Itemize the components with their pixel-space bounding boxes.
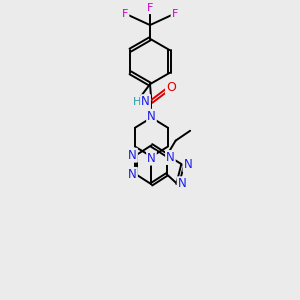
Text: N: N bbox=[128, 149, 137, 162]
Text: N: N bbox=[166, 151, 175, 164]
Text: N: N bbox=[147, 152, 156, 165]
Text: N: N bbox=[128, 168, 137, 181]
Text: F: F bbox=[172, 9, 178, 19]
Text: N: N bbox=[141, 95, 150, 108]
Text: F: F bbox=[122, 9, 128, 19]
Text: O: O bbox=[166, 81, 176, 94]
Text: N: N bbox=[147, 110, 156, 123]
Text: H: H bbox=[133, 97, 141, 106]
Text: N: N bbox=[184, 158, 192, 171]
Text: N: N bbox=[178, 177, 186, 190]
Text: F: F bbox=[147, 3, 153, 13]
